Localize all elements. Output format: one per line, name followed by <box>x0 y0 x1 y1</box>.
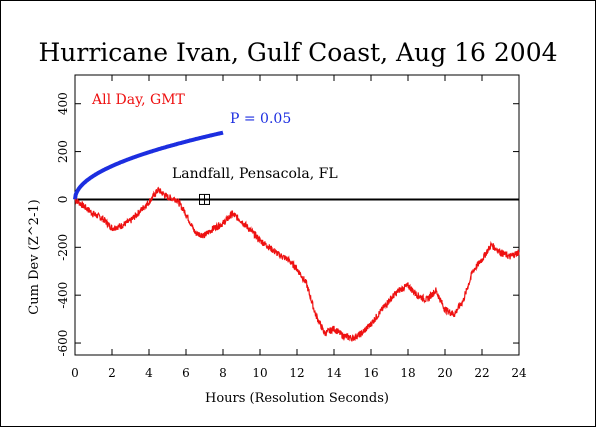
landfall-marker <box>199 193 210 205</box>
annotation-p-value: P = 0.05 <box>230 111 291 127</box>
x-tick-label: 20 <box>437 366 452 380</box>
x-axis-label: Hours (Resolution Seconds) <box>205 391 389 406</box>
x-tick-label: 8 <box>219 366 227 380</box>
x-tick-label: 4 <box>145 366 153 380</box>
y-tick-label: -200 <box>56 234 70 261</box>
y-axis: -600 -400 -200 0 200 400 <box>56 92 519 357</box>
y-tick-label: 200 <box>56 140 70 163</box>
x-tick-label: 0 <box>71 366 79 380</box>
annotation-landfall: Landfall, Pensacola, FL <box>172 166 338 182</box>
x-tick-label: 6 <box>182 366 190 380</box>
y-tick-label: 400 <box>56 92 70 115</box>
y-tick-label: -600 <box>56 330 70 357</box>
cumulative-deviation-series <box>74 186 520 342</box>
annotation-all-day: All Day, GMT <box>91 92 186 108</box>
chart-title: Hurricane Ivan, Gulf Coast, Aug 16 2004 <box>38 38 557 67</box>
y-tick-label: 0 <box>56 196 70 204</box>
x-tick-label: 24 <box>511 366 527 380</box>
y-tick-label: -400 <box>56 282 70 309</box>
x-tick-label: 18 <box>400 366 415 380</box>
x-tick-label: 10 <box>252 366 267 380</box>
p-005-envelope-curve <box>73 130 224 200</box>
x-tick-label: 14 <box>326 366 342 380</box>
x-tick-label: 22 <box>474 366 489 380</box>
x-tick-label: 2 <box>108 366 116 380</box>
y-axis-label: Cum Dev (Z^2-1) <box>27 199 42 314</box>
x-tick-label: 16 <box>363 366 378 380</box>
x-tick-label: 12 <box>289 366 304 380</box>
x-axis: 0 2 4 6 8 10 12 14 16 18 20 22 24 <box>71 75 527 380</box>
